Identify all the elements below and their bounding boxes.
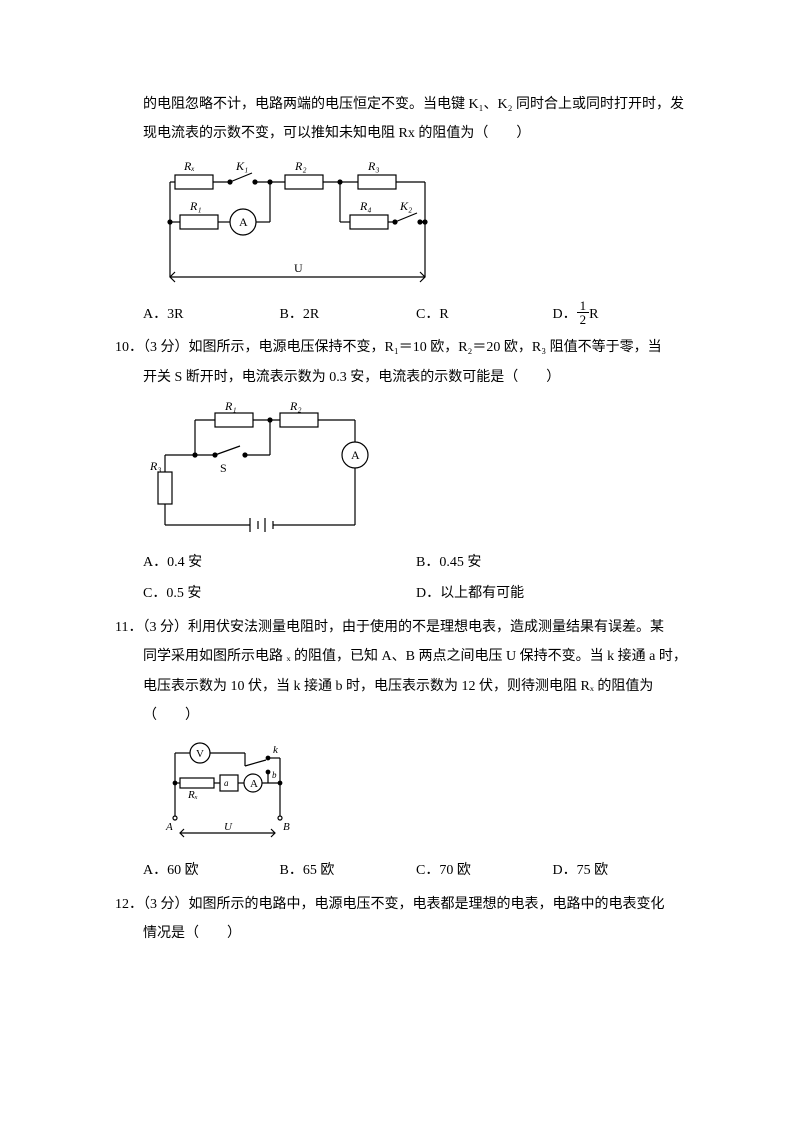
q11-diagram: V A Rₓ k a b A B U bbox=[150, 738, 689, 848]
svg-text:a: a bbox=[224, 778, 229, 788]
svg-text:R₁: R₁ bbox=[224, 400, 237, 413]
q9-optC: C．R bbox=[416, 300, 553, 329]
svg-text:Rₓ: Rₓ bbox=[183, 159, 195, 173]
svg-text:A: A bbox=[165, 821, 173, 833]
svg-text:A: A bbox=[250, 778, 258, 790]
q9-options: A．3R B．2R C．R D．12R bbox=[115, 300, 689, 329]
q11-stem2: 同学采用如图所示电路 ₓ 的阻值，已知 A、B 两点之间电压 U 保持不变。当 … bbox=[115, 642, 689, 671]
svg-text:b: b bbox=[272, 770, 277, 780]
q10-optC: C．0.5 安 bbox=[143, 579, 416, 608]
q9-cont1: 的电阻忽略不计，电路两端的电压恒定不变。当电键 K₁、K₂ 同时合上或同时打开时… bbox=[115, 90, 689, 119]
q11-optD: D．75 欧 bbox=[553, 856, 690, 885]
q10-stem2: 开关 S 断开时，电流表示数为 0.3 安，电流表的示数可能是（ ） bbox=[115, 363, 689, 392]
q11-optC: C．70 欧 bbox=[416, 856, 553, 885]
svg-text:R₃: R₃ bbox=[367, 159, 380, 173]
q10-stem1: 10．（3 分）如图所示，电源电压保持不变，R₁＝10 欧，R₂＝20 欧，R₃… bbox=[115, 333, 689, 362]
svg-text:R₄: R₄ bbox=[359, 199, 372, 213]
svg-text:K₂: K₂ bbox=[399, 199, 412, 213]
q9-diagram: Rₓ K₁ R₂ R₃ R₁ A R₄ K₂ U bbox=[150, 157, 689, 292]
svg-text:U: U bbox=[224, 821, 233, 833]
svg-text:V: V bbox=[196, 748, 204, 760]
q11-optA: A．60 欧 bbox=[143, 856, 280, 885]
q12-stem2: 情况是（ ） bbox=[115, 919, 689, 948]
q9-optA: A．3R bbox=[143, 300, 280, 329]
svg-text:R₂: R₂ bbox=[294, 159, 307, 173]
svg-text:K₁: K₁ bbox=[235, 159, 248, 173]
q11-stem3: 电压表示数为 10 伏，当 k 接通 b 时，电压表示数为 12 伏，则待测电阻… bbox=[115, 672, 689, 731]
q10-diagram: R₁ R₂ S R₃ A bbox=[150, 400, 689, 540]
svg-text:R₂: R₂ bbox=[289, 400, 302, 413]
q10-optD: D．以上都有可能 bbox=[416, 579, 689, 608]
q9-cont2: 现电流表的示数不变，可以推知未知电阻 Rx 的阻值为（ ） bbox=[115, 119, 689, 148]
q9-optB: B．2R bbox=[280, 300, 417, 329]
svg-text:A: A bbox=[351, 448, 360, 462]
q10-optB: B．0.45 安 bbox=[416, 548, 689, 577]
q12-stem1: 12．（3 分）如图所示的电路中，电源电压不变，电表都是理想的电表，电路中的电表… bbox=[115, 890, 689, 919]
svg-text:R₃: R₃ bbox=[150, 459, 162, 473]
q11-options: A．60 欧 B．65 欧 C．70 欧 D．75 欧 bbox=[115, 856, 689, 885]
svg-text:U: U bbox=[294, 261, 303, 275]
svg-text:Rₓ: Rₓ bbox=[187, 789, 198, 801]
q10-options-row2: C．0.5 安 D．以上都有可能 bbox=[115, 579, 689, 608]
q9-optD: D．12R bbox=[553, 300, 690, 329]
q11-stem1: 11．（3 分）利用伏安法测量电阻时，由于使用的不是理想电表，造成测量结果有误差… bbox=[115, 613, 689, 642]
svg-text:A: A bbox=[239, 215, 248, 229]
svg-text:S: S bbox=[220, 461, 227, 475]
q10-optA: A．0.4 安 bbox=[143, 548, 416, 577]
q11-optB: B．65 欧 bbox=[280, 856, 417, 885]
svg-text:B: B bbox=[283, 821, 290, 833]
svg-text:k: k bbox=[273, 744, 279, 756]
q10-options-row1: A．0.4 安 B．0.45 安 bbox=[115, 548, 689, 577]
svg-text:R₁: R₁ bbox=[189, 199, 202, 213]
